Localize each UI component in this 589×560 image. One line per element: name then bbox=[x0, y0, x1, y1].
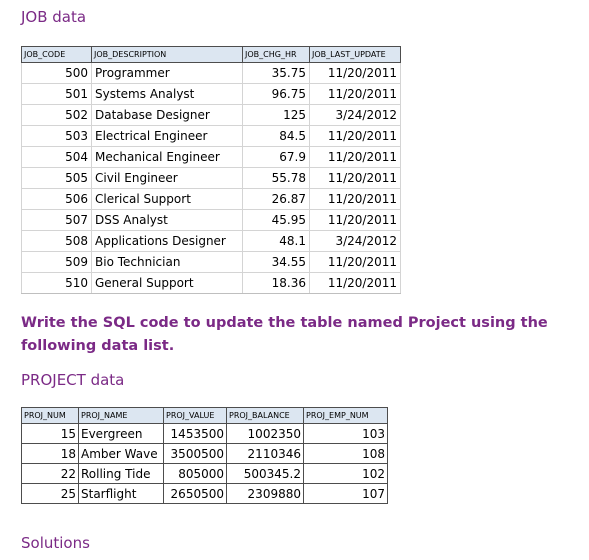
job-table-cell: 11/20/2011 bbox=[309, 188, 401, 210]
job-table-cell: 501 bbox=[21, 83, 92, 105]
job-table-cell: Mechanical Engineer bbox=[91, 146, 243, 168]
job-table-cell: 11/20/2011 bbox=[309, 83, 401, 105]
table-row: 501 Systems Analyst 96.75 11/20/2011 bbox=[21, 83, 401, 105]
table-row: 506 Clerical Support 26.87 11/20/2011 bbox=[21, 188, 401, 210]
table-row: 510 General Support 18.36 11/20/2011 bbox=[21, 272, 401, 294]
project-table-cell: 2650500 bbox=[163, 483, 227, 504]
job-table-cell: Applications Designer bbox=[91, 230, 243, 252]
job-table-cell: 35.75 bbox=[242, 62, 310, 84]
job-table-cell: 48.1 bbox=[242, 230, 310, 252]
job-table-body: 500 Programmer 35.75 11/20/2011 501 Systems A… bbox=[21, 62, 401, 294]
job-table-cell: 96.75 bbox=[242, 83, 310, 105]
project-table-cell: 15 bbox=[21, 423, 79, 444]
solutions-heading: Solutions bbox=[21, 534, 90, 552]
proj-header-proj-num: PROJ_NUM bbox=[21, 407, 79, 424]
project-table-cell: 103 bbox=[303, 423, 388, 444]
job-table-cell: 84.5 bbox=[242, 125, 310, 147]
project-table-cell: 805000 bbox=[163, 463, 227, 484]
project-table-cell: 1002350 bbox=[226, 423, 304, 444]
job-table-cell: 502 bbox=[21, 104, 92, 126]
job-table-cell: 505 bbox=[21, 167, 92, 189]
job-header-job-chg-hr: JOB_CHG_HR bbox=[242, 46, 310, 63]
job-data-heading: JOB data bbox=[21, 8, 87, 26]
proj-header-proj-emp-num: PROJ_EMP_NUM bbox=[303, 407, 388, 424]
table-row: 503 Electrical Engineer 84.5 11/20/2011 bbox=[21, 125, 401, 147]
job-table-cell: 11/20/2011 bbox=[309, 62, 401, 84]
job-table-cell: Programmer bbox=[91, 62, 243, 84]
job-table-cell: 26.87 bbox=[242, 188, 310, 210]
table-row: 507 DSS Analyst 45.95 11/20/2011 bbox=[21, 209, 401, 231]
job-table-cell: Systems Analyst bbox=[91, 83, 243, 105]
proj-header-proj-value: PROJ_VALUE bbox=[163, 407, 227, 424]
job-table-cell: 67.9 bbox=[242, 146, 310, 168]
job-table-cell: 3/24/2012 bbox=[309, 104, 401, 126]
project-table-cell: Rolling Tide bbox=[78, 463, 164, 484]
table-row: 15 Evergreen 1453500 1002350 103 bbox=[21, 423, 388, 444]
job-table-cell: 11/20/2011 bbox=[309, 209, 401, 231]
job-table-cell: 11/20/2011 bbox=[309, 167, 401, 189]
job-table: JOB_CODE JOB_DESCRIPTION JOB_CHG_HR JOB_… bbox=[21, 46, 401, 294]
proj-header-proj-name: PROJ_NAME bbox=[78, 407, 164, 424]
job-table-cell: 11/20/2011 bbox=[309, 251, 401, 273]
project-table: PROJ_NUM PROJ_NAME PROJ_VALUE PROJ_BALAN… bbox=[21, 407, 388, 504]
table-row: 502 Database Designer 125 3/24/2012 bbox=[21, 104, 401, 126]
job-table-cell: 3/24/2012 bbox=[309, 230, 401, 252]
job-table-header-row: JOB_CODE JOB_DESCRIPTION JOB_CHG_HR JOB_… bbox=[21, 46, 401, 63]
job-table-cell: 18.36 bbox=[242, 272, 310, 294]
project-table-cell: Starflight bbox=[78, 483, 164, 504]
job-table-cell: DSS Analyst bbox=[91, 209, 243, 231]
job-table-cell: 34.55 bbox=[242, 251, 310, 273]
project-table-cell: 3500500 bbox=[163, 443, 227, 464]
job-table-cell: Civil Engineer bbox=[91, 167, 243, 189]
project-table-cell: 2309880 bbox=[226, 483, 304, 504]
table-row: 508 Applications Designer 48.1 3/24/2012 bbox=[21, 230, 401, 252]
job-table-cell: 500 bbox=[21, 62, 92, 84]
job-table-cell: 507 bbox=[21, 209, 92, 231]
table-row: 18 Amber Wave 3500500 2110346 108 bbox=[21, 443, 388, 464]
project-table-cell: 108 bbox=[303, 443, 388, 464]
table-row: 504 Mechanical Engineer 67.9 11/20/2011 bbox=[21, 146, 401, 168]
job-header-job-description: JOB_DESCRIPTION bbox=[91, 46, 243, 63]
project-table-cell: 25 bbox=[21, 483, 79, 504]
job-table-cell: 503 bbox=[21, 125, 92, 147]
job-table-cell: 11/20/2011 bbox=[309, 146, 401, 168]
job-header-job-code: JOB_CODE bbox=[21, 46, 92, 63]
job-table-cell: 125 bbox=[242, 104, 310, 126]
table-row: 22 Rolling Tide 805000 500345.2 102 bbox=[21, 463, 388, 484]
job-table-cell: General Support bbox=[91, 272, 243, 294]
project-table-cell: 1453500 bbox=[163, 423, 227, 444]
job-table-cell: Bio Technician bbox=[91, 251, 243, 273]
job-table-cell: Electrical Engineer bbox=[91, 125, 243, 147]
project-table-cell: 18 bbox=[21, 443, 79, 464]
job-table-cell: Clerical Support bbox=[91, 188, 243, 210]
project-table-cell: 102 bbox=[303, 463, 388, 484]
job-table-cell: 509 bbox=[21, 251, 92, 273]
job-table-cell: 11/20/2011 bbox=[309, 125, 401, 147]
job-header-job-last-update: JOB_LAST_UPDATE bbox=[309, 46, 401, 63]
proj-header-proj-balance: PROJ_BALANCE bbox=[226, 407, 304, 424]
project-table-cell: 22 bbox=[21, 463, 79, 484]
job-table-cell: 504 bbox=[21, 146, 92, 168]
project-table-cell: 2110346 bbox=[226, 443, 304, 464]
job-table-cell: 55.78 bbox=[242, 167, 310, 189]
project-data-heading: PROJECT data bbox=[21, 371, 125, 389]
table-row: 505 Civil Engineer 55.78 11/20/2011 bbox=[21, 167, 401, 189]
table-row: 509 Bio Technician 34.55 11/20/2011 bbox=[21, 251, 401, 273]
sql-instruction: Write the SQL code to update the table n… bbox=[21, 315, 548, 354]
project-table-body: 15 Evergreen 1453500 1002350 103 18 Amber Wave… bbox=[21, 423, 388, 504]
project-table-cell: 500345.2 bbox=[226, 463, 304, 484]
table-row: 500 Programmer 35.75 11/20/2011 bbox=[21, 62, 401, 84]
job-table-cell: Database Designer bbox=[91, 104, 243, 126]
job-table-cell: 45.95 bbox=[242, 209, 310, 231]
project-table-cell: 107 bbox=[303, 483, 388, 504]
table-row: 25 Starflight 2650500 2309880 107 bbox=[21, 483, 388, 504]
job-table-cell: 506 bbox=[21, 188, 92, 210]
job-table-cell: 510 bbox=[21, 272, 92, 294]
job-table-cell: 11/20/2011 bbox=[309, 272, 401, 294]
project-table-header-row: PROJ_NUM PROJ_NAME PROJ_VALUE PROJ_BALAN… bbox=[21, 407, 388, 424]
project-table-cell: Evergreen bbox=[78, 423, 164, 444]
project-table-cell: Amber Wave bbox=[78, 443, 164, 464]
job-table-cell: 508 bbox=[21, 230, 92, 252]
